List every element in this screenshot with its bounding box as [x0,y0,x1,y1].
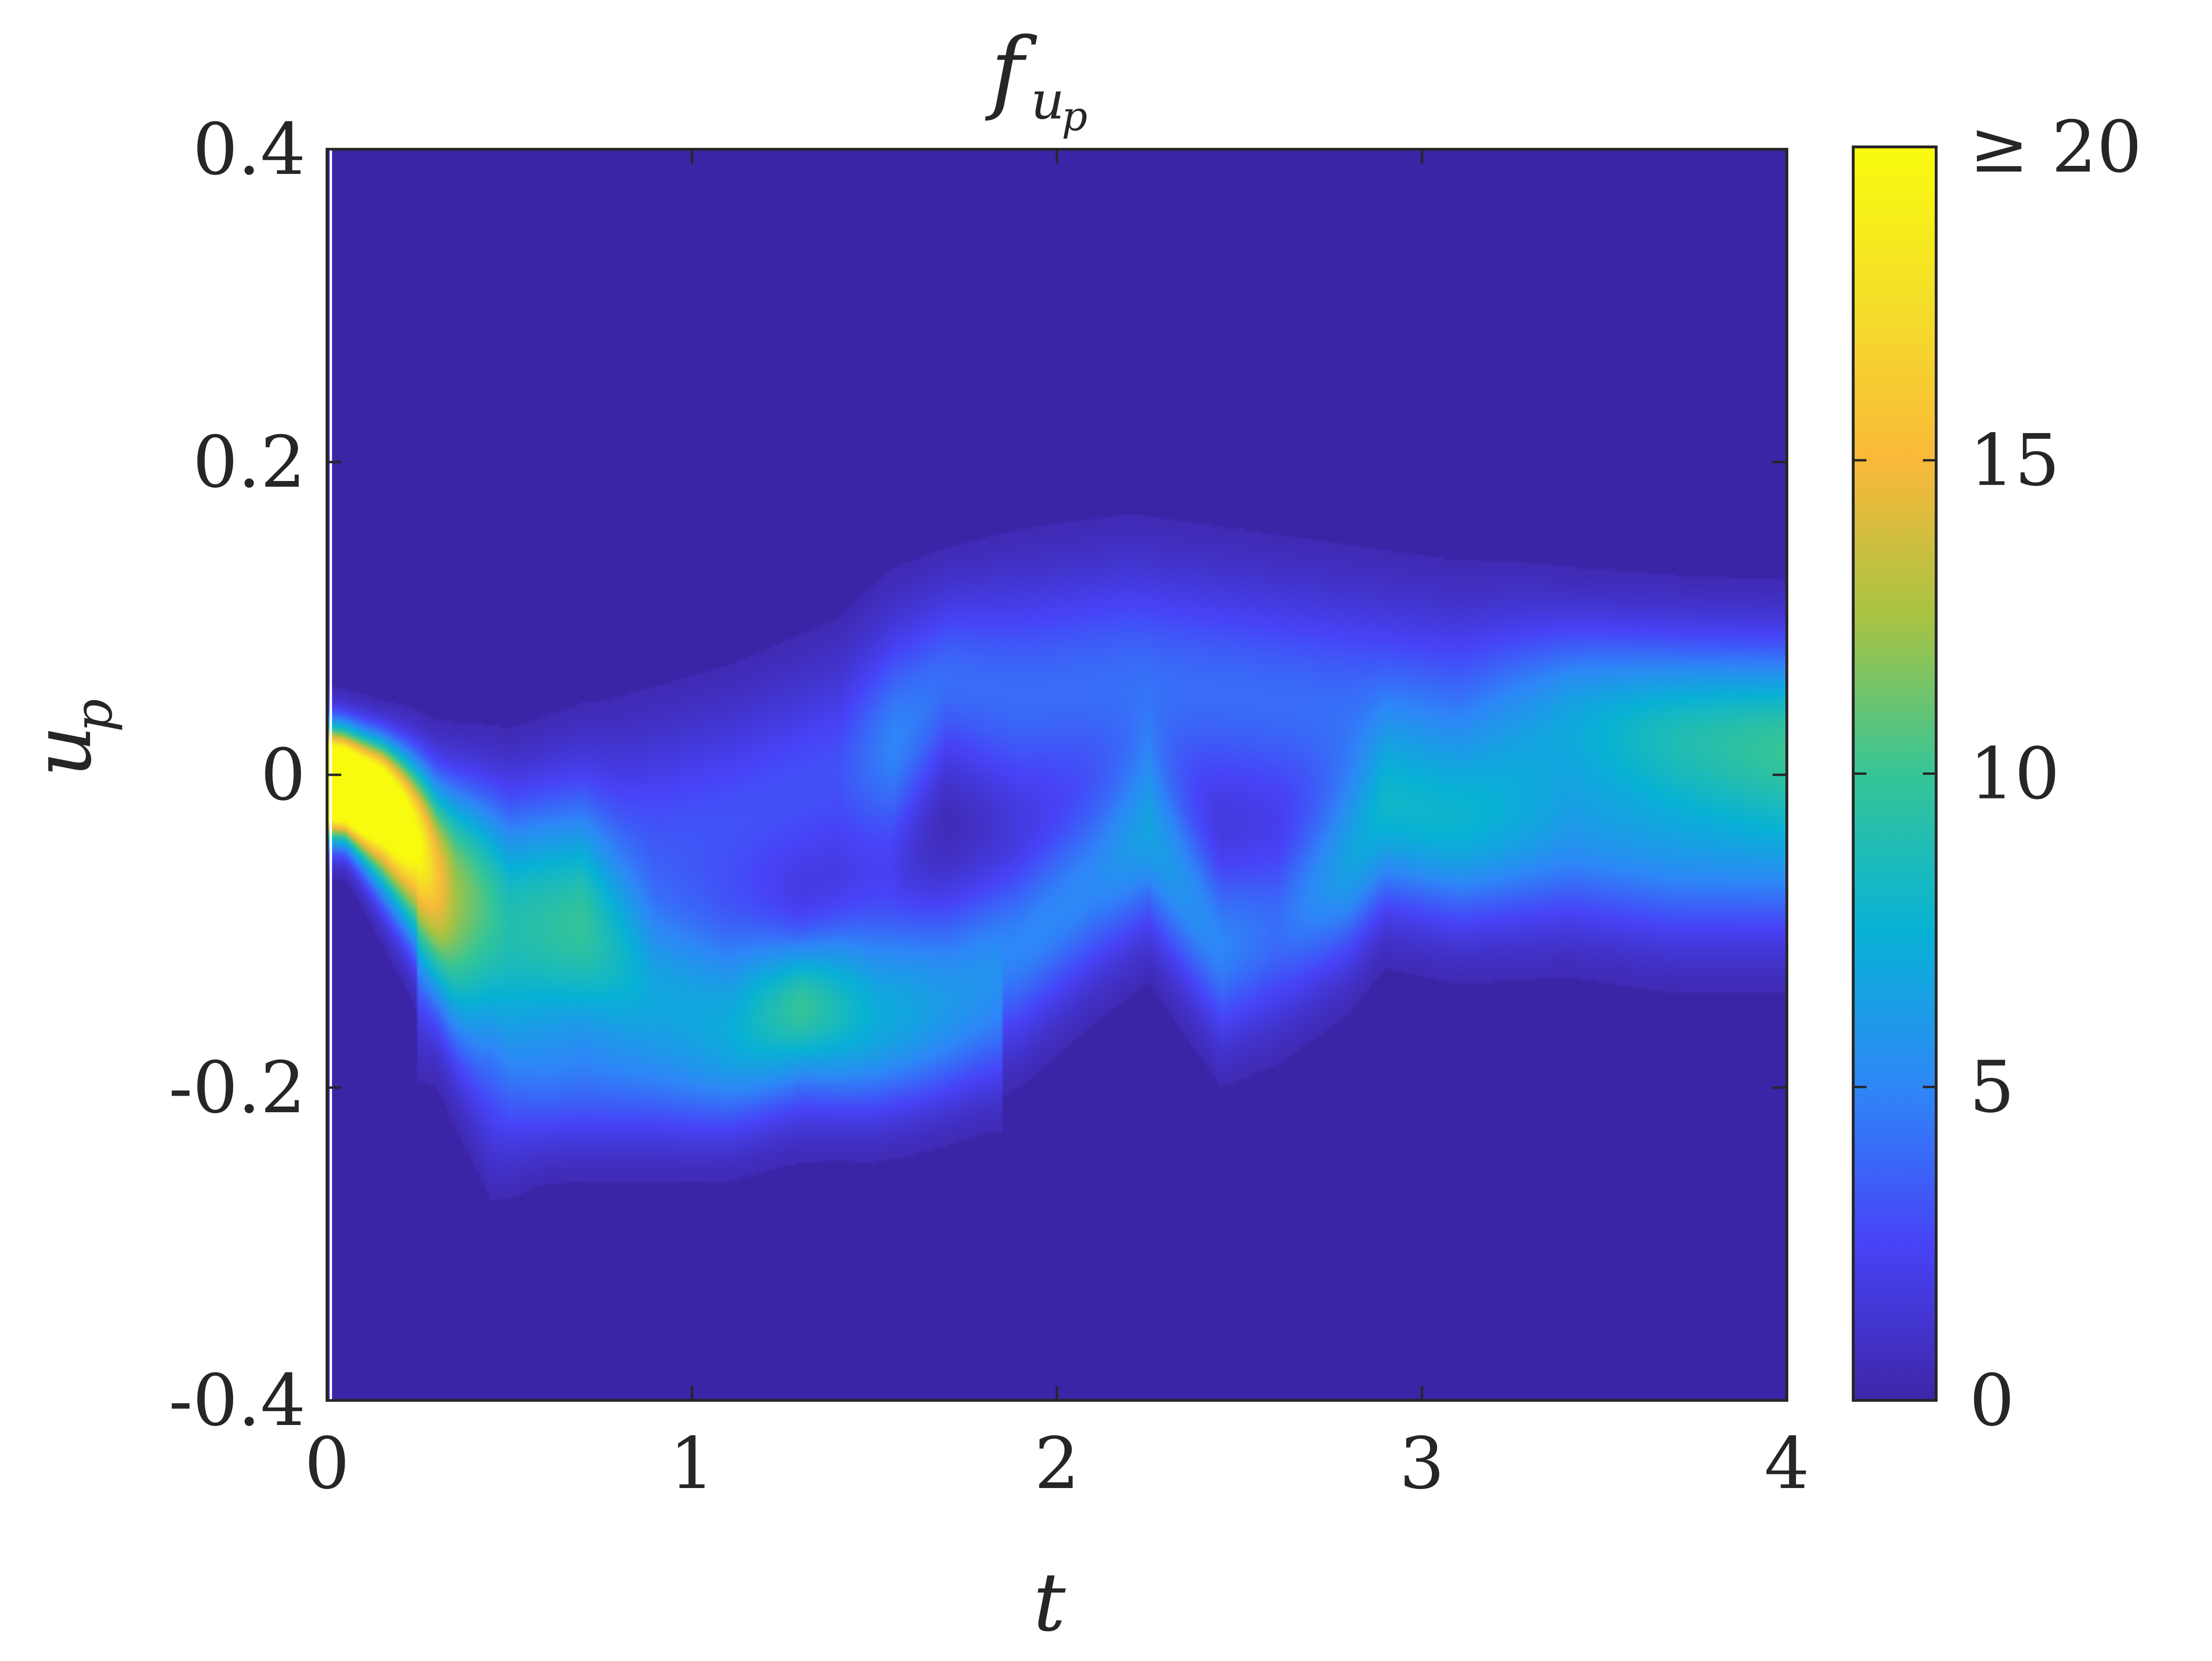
x-tick-label: 0 [304,1423,349,1505]
heatmap-container [327,149,1787,1400]
y-tick-label: 0.2 [192,421,306,504]
colorbar-tick-label: 15 [1969,419,2060,502]
x-axis-label-text: t [1033,1556,1066,1650]
colorbar-tick-label: 0 [1969,1360,2014,1442]
chart-title: f u p [985,18,1087,140]
title-subsubscript: p [1062,93,1087,140]
y-tick-label: -0.4 [169,1360,306,1442]
title-subscript: u [1031,70,1065,131]
y-tick-label: 0 [261,734,306,817]
colorbar: 0 5 10 15 ≥ 20 [1852,106,2142,1442]
colorbar-ticks: 0 5 10 15 ≥ 20 [1853,106,2142,1442]
y-axis-ticks: -0.4 -0.2 0 0.2 0.4 [169,109,1787,1442]
colorbar-gradient [1852,145,1938,1402]
x-axis-ticks: 0 1 2 3 4 [304,149,1810,1505]
colorbar-tick-label: 10 [1969,733,2060,816]
title-main: f [985,18,1038,123]
x-tick-label: 4 [1764,1423,1809,1505]
heatmap-canvas [327,149,1787,1400]
colorbar-tick-label: ≥ 20 [1969,106,2142,189]
y-tick-label: -0.2 [169,1047,306,1129]
y-tick-label: 0.4 [192,109,306,191]
plot-area [326,148,1788,1402]
x-tick-label: 1 [669,1423,714,1505]
y-axis-label-text: u [16,726,109,778]
y-axis-label: u p [16,699,124,777]
x-tick-label: 2 [1034,1423,1079,1505]
x-axis-label: t [1033,1556,1066,1650]
colorbar-tick-label: 5 [1969,1046,2014,1129]
y-axis-label-subscript: p [63,699,124,732]
x-tick-label: 3 [1399,1423,1444,1505]
